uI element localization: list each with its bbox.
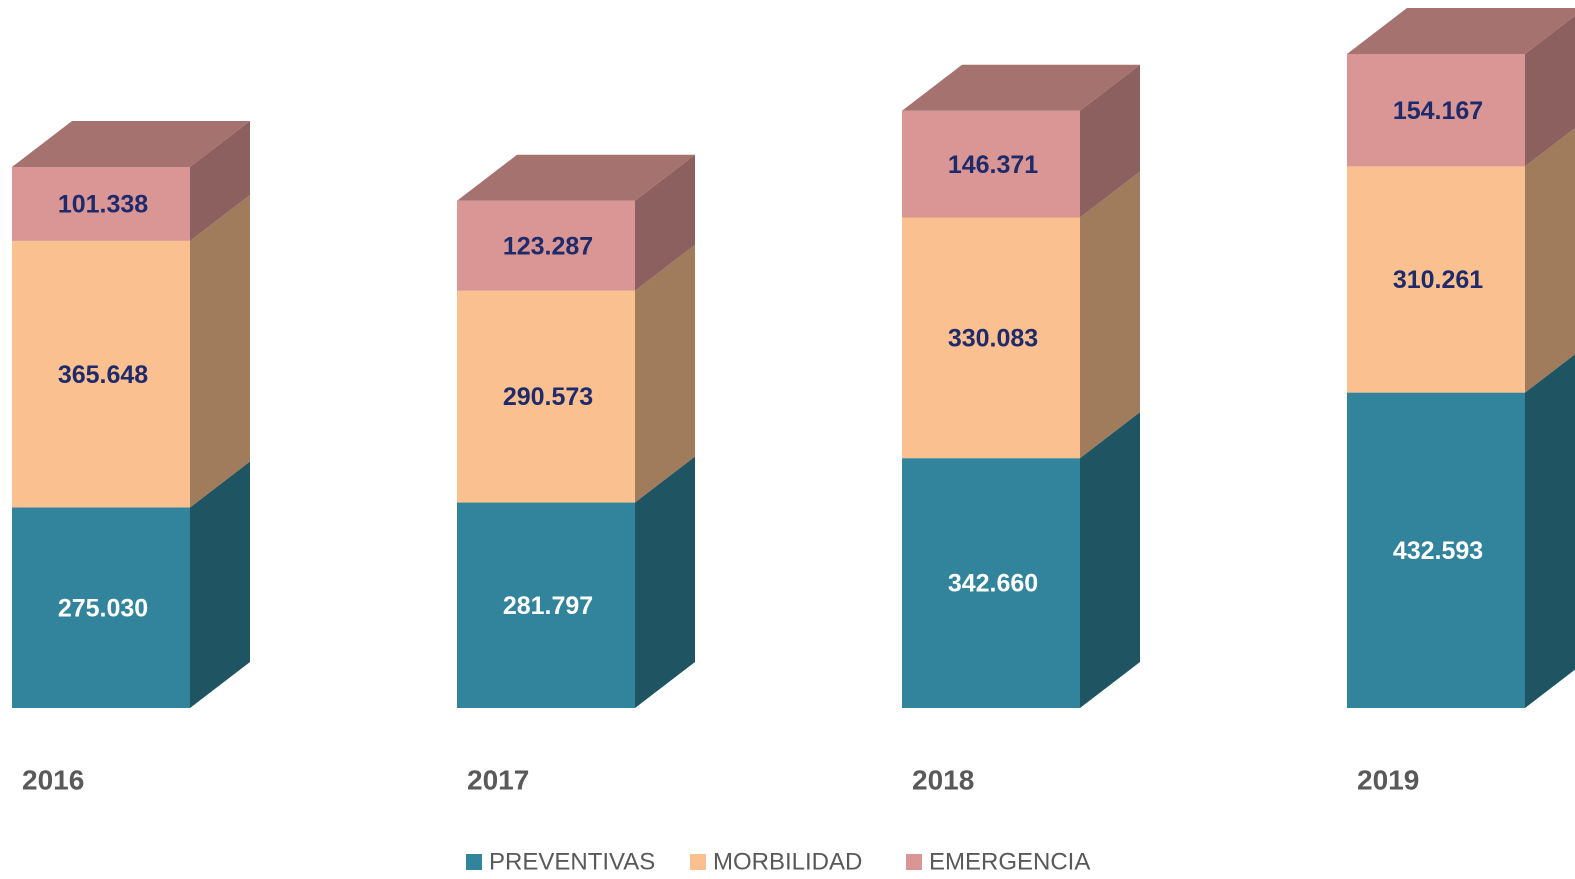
bar-side — [190, 461, 250, 708]
bar-side — [1080, 64, 1140, 218]
value-label: 330.083 — [948, 324, 1038, 352]
bar — [457, 502, 635, 708]
bar-side — [1525, 128, 1575, 393]
bar-top — [457, 154, 695, 201]
bar-side — [1080, 171, 1140, 459]
bar-top — [902, 64, 1140, 111]
value-label: 275.030 — [58, 594, 148, 622]
bar — [1347, 166, 1525, 393]
bar — [12, 240, 190, 508]
x-tick-label: 2019 — [1357, 764, 1419, 795]
bar-side — [635, 154, 695, 291]
value-label: 123.287 — [503, 232, 593, 260]
bar-side — [1525, 15, 1575, 167]
bar-top — [1347, 7, 1575, 54]
x-tick-label: 2016 — [22, 764, 84, 795]
value-label: 342.660 — [948, 570, 1038, 598]
bar — [12, 167, 190, 241]
bar-side — [635, 456, 695, 708]
bar — [902, 217, 1080, 459]
bar — [457, 290, 635, 503]
bar — [902, 458, 1080, 708]
bar — [1347, 53, 1525, 167]
value-label: 154.167 — [1393, 97, 1483, 125]
legend-label: MORBILIDAD — [713, 848, 862, 875]
bar — [902, 110, 1080, 218]
x-tick-label: 2018 — [912, 764, 974, 795]
value-label: 310.261 — [1393, 266, 1483, 294]
bar-side — [190, 121, 250, 241]
bar-side — [635, 244, 695, 503]
bar-side — [1525, 354, 1575, 708]
bar-side — [190, 194, 250, 508]
legend-swatch — [906, 854, 922, 870]
legend-swatch — [466, 854, 482, 870]
bar — [12, 507, 190, 708]
legend-swatch — [690, 854, 706, 870]
legend-label: PREVENTIVAS — [489, 848, 655, 875]
bar — [457, 200, 635, 291]
bar-side — [1080, 412, 1140, 708]
value-label: 365.648 — [58, 361, 148, 389]
value-label: 146.371 — [948, 151, 1038, 179]
value-label: 290.573 — [503, 383, 593, 411]
bar-top — [12, 121, 250, 167]
value-label: 432.593 — [1393, 537, 1483, 565]
bar — [1347, 392, 1525, 708]
x-tick-label: 2017 — [467, 764, 529, 795]
value-label: 101.338 — [58, 191, 148, 219]
legend-label: EMERGENCIA — [929, 848, 1090, 875]
value-label: 281.797 — [503, 592, 593, 620]
